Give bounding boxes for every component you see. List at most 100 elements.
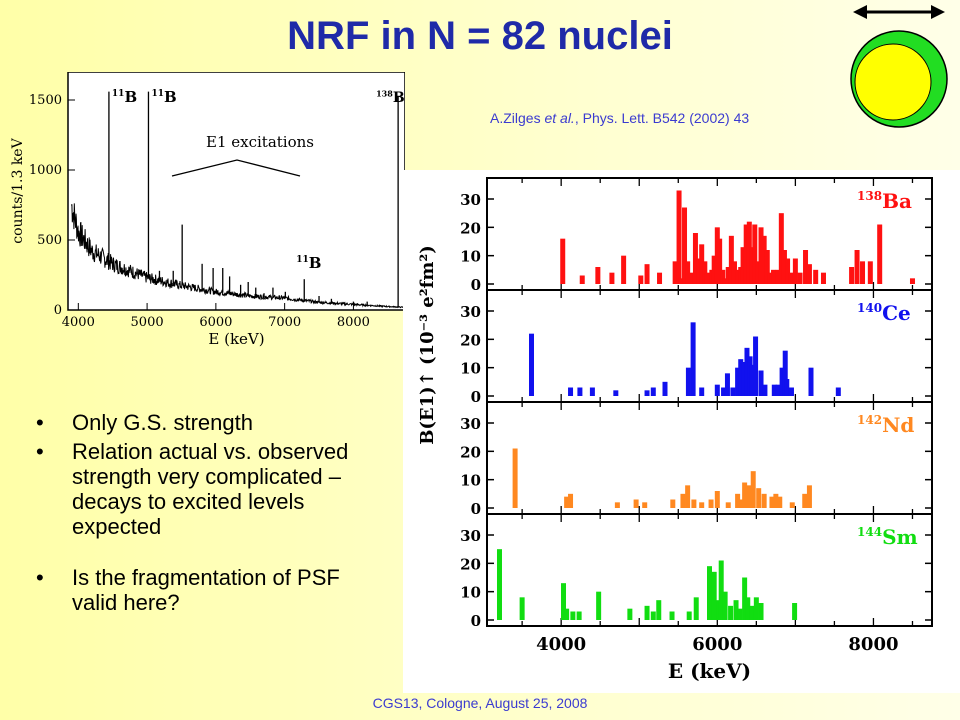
bar-138ba xyxy=(820,272,826,284)
y-tick-label: 1000 xyxy=(29,163,62,178)
bar-144sm xyxy=(596,591,602,620)
bar-138ba xyxy=(761,235,767,284)
bar-138ba xyxy=(755,261,761,284)
bar-142nd xyxy=(746,485,752,508)
bar-142nd xyxy=(735,493,741,508)
bar-142nd xyxy=(614,502,620,508)
x-axis-label: E (keV) xyxy=(208,330,264,348)
bar-142nd xyxy=(642,502,648,508)
bar-144sm xyxy=(742,577,748,620)
peak-label-11b: 11B xyxy=(296,254,321,272)
bar-138ba xyxy=(717,238,723,284)
bar-140ce xyxy=(741,362,747,396)
bar-142nd xyxy=(742,482,748,508)
citation-journal: , Phys. Lett. B542 (2002) 43 xyxy=(574,110,750,126)
bar-138ba xyxy=(785,258,791,284)
bar-142nd xyxy=(680,493,686,508)
x-axis-label: E (keV) xyxy=(668,659,751,683)
citation: A.Zilges et al., Phys. Lett. B542 (2002)… xyxy=(490,110,749,126)
y-tick-label: 500 xyxy=(37,233,62,248)
bar-138ba xyxy=(609,272,615,284)
bar-140ce xyxy=(699,387,705,396)
bar-142nd xyxy=(789,502,795,508)
bar-144sm xyxy=(576,611,582,620)
bar-138ba xyxy=(711,255,717,284)
bar-138ba xyxy=(678,278,684,284)
y-tick-label: 10 xyxy=(460,248,481,266)
bar-142nd xyxy=(714,491,720,508)
e1-strength-bar-charts: 0 10 20 30 138Ba 0 10 20 30 140Ce 0 10 20 30 142Nd 0 10 2… xyxy=(403,170,960,693)
y-tick-label: 20 xyxy=(460,443,481,461)
bar-142nd xyxy=(568,493,574,508)
bar-144sm xyxy=(570,611,576,620)
bar-138ba xyxy=(771,269,777,284)
bar-140ce xyxy=(771,384,777,396)
bar-140ce xyxy=(577,387,583,396)
bar-142nd xyxy=(756,488,762,508)
bar-144sm xyxy=(792,603,798,620)
bar-140ce xyxy=(662,381,668,396)
bar-140ce xyxy=(589,387,595,396)
bar-138ba xyxy=(867,261,873,284)
y-tick-label: 0 xyxy=(471,500,481,518)
bar-142nd xyxy=(564,496,570,508)
bar-144sm xyxy=(718,560,724,620)
bar-144sm xyxy=(656,600,662,620)
bar-140ce xyxy=(685,367,691,396)
bar-138ba xyxy=(767,272,773,284)
bar-140ce xyxy=(782,350,788,396)
bar-138ba xyxy=(621,255,627,284)
bar-138ba xyxy=(699,244,705,284)
bar-138ba xyxy=(685,261,691,284)
bar-144sm xyxy=(737,608,743,620)
bullet-item: Is the fragmentation of PSF valid here? xyxy=(36,565,381,615)
peak-label-11b: 11B xyxy=(112,88,137,106)
bar-138ba xyxy=(704,272,710,284)
bar-138ba xyxy=(720,269,726,284)
y-tick-label: 20 xyxy=(460,219,481,237)
y-tick-label: 0 xyxy=(471,276,481,294)
bar-140ce xyxy=(735,367,741,396)
y-tick-label: 30 xyxy=(460,303,481,321)
bar-138ba xyxy=(740,247,746,284)
peak-label-11b: 11B xyxy=(151,88,176,106)
bar-140ce xyxy=(690,322,696,396)
bar-140ce xyxy=(738,359,744,396)
citation-authors: A.Zilges xyxy=(490,110,541,126)
bar-144sm xyxy=(749,605,755,620)
y-tick-label: 0 xyxy=(471,388,481,406)
y-axis-label: counts/1.3 keV xyxy=(10,137,26,243)
bar-144sm xyxy=(669,611,675,620)
x-tick-label: 6000 xyxy=(199,315,232,330)
bar-140ce xyxy=(613,390,619,396)
bar-140ce xyxy=(808,367,814,396)
bar-144sm xyxy=(693,597,699,620)
bar-140ce xyxy=(762,384,768,396)
bar-140ce xyxy=(714,384,720,396)
bar-138ba xyxy=(909,278,915,284)
x-tick-label: 8000 xyxy=(848,634,898,655)
nucleus-icon xyxy=(850,5,948,128)
bar-138ba xyxy=(696,258,702,284)
bar-144sm xyxy=(722,591,728,620)
bar-140ce xyxy=(529,333,534,396)
bar-144sm xyxy=(753,597,759,620)
bar-138ba xyxy=(778,213,784,284)
bar-144sm xyxy=(650,611,656,620)
footer: CGS13, Cologne, August 25, 2008 xyxy=(372,695,588,711)
bar-138ba xyxy=(689,272,695,284)
bar-138ba xyxy=(806,264,812,284)
bar-138ba xyxy=(731,261,737,284)
bar-142nd xyxy=(750,471,756,508)
bar-140ce xyxy=(779,367,785,396)
bar-140ce xyxy=(753,336,759,396)
x-tick-label: 5000 xyxy=(131,315,164,330)
bar-142nd xyxy=(761,493,767,508)
bar-138ba xyxy=(788,272,794,284)
bar-138ba xyxy=(676,190,682,284)
bar-138ba xyxy=(560,238,566,284)
bar-138ba xyxy=(735,269,741,284)
bar-138ba xyxy=(644,264,650,284)
bar-142nd xyxy=(806,485,812,508)
bar-138ba xyxy=(657,272,663,284)
